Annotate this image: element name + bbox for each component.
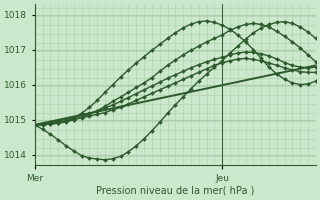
X-axis label: Pression niveau de la mer( hPa ): Pression niveau de la mer( hPa ) (96, 186, 254, 196)
